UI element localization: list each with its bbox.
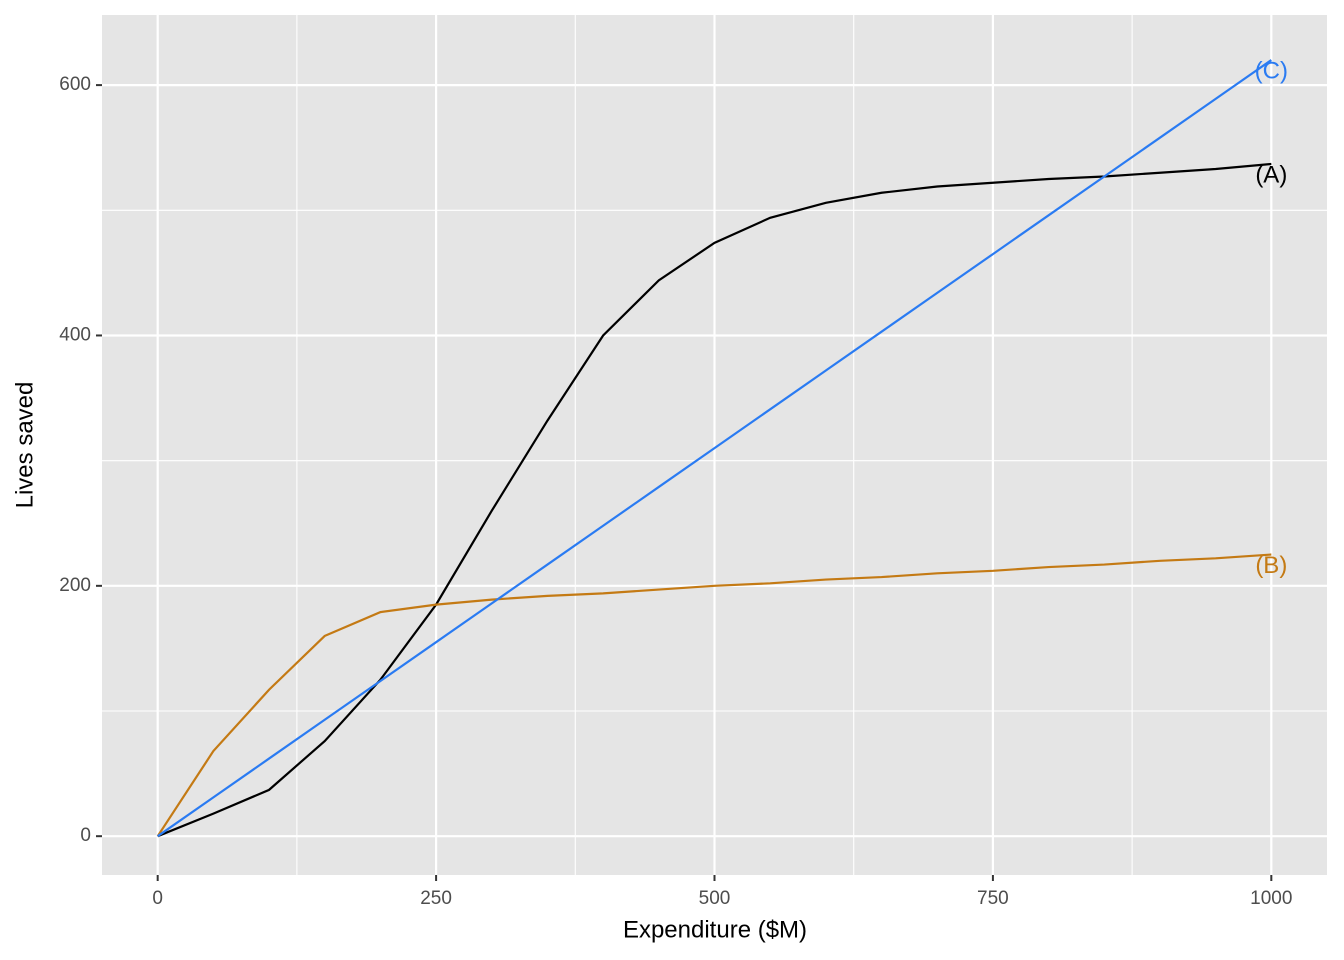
series-end-label: (B) [1255, 552, 1287, 579]
y-tick-label: 400 [59, 324, 91, 345]
series-end-label: (C) [1255, 57, 1288, 84]
x-tick-label: 750 [977, 888, 1009, 909]
series-line [156, 553, 1272, 837]
y-tick-label: 600 [59, 74, 91, 95]
y-axis-title: Lives saved [11, 382, 38, 509]
x-tick-label: 1000 [1250, 888, 1292, 909]
x-axis-title: Expenditure ($M) [623, 916, 807, 943]
series-line [157, 162, 1272, 838]
x-tick-label: 250 [420, 888, 452, 909]
x-tick-label: 0 [152, 888, 163, 909]
series-end-label: (A) [1255, 161, 1287, 188]
x-tick-label: 500 [699, 888, 731, 909]
y-tick-label: 200 [59, 575, 91, 596]
y-tick-label: 0 [80, 825, 91, 846]
series-line [157, 59, 1272, 838]
